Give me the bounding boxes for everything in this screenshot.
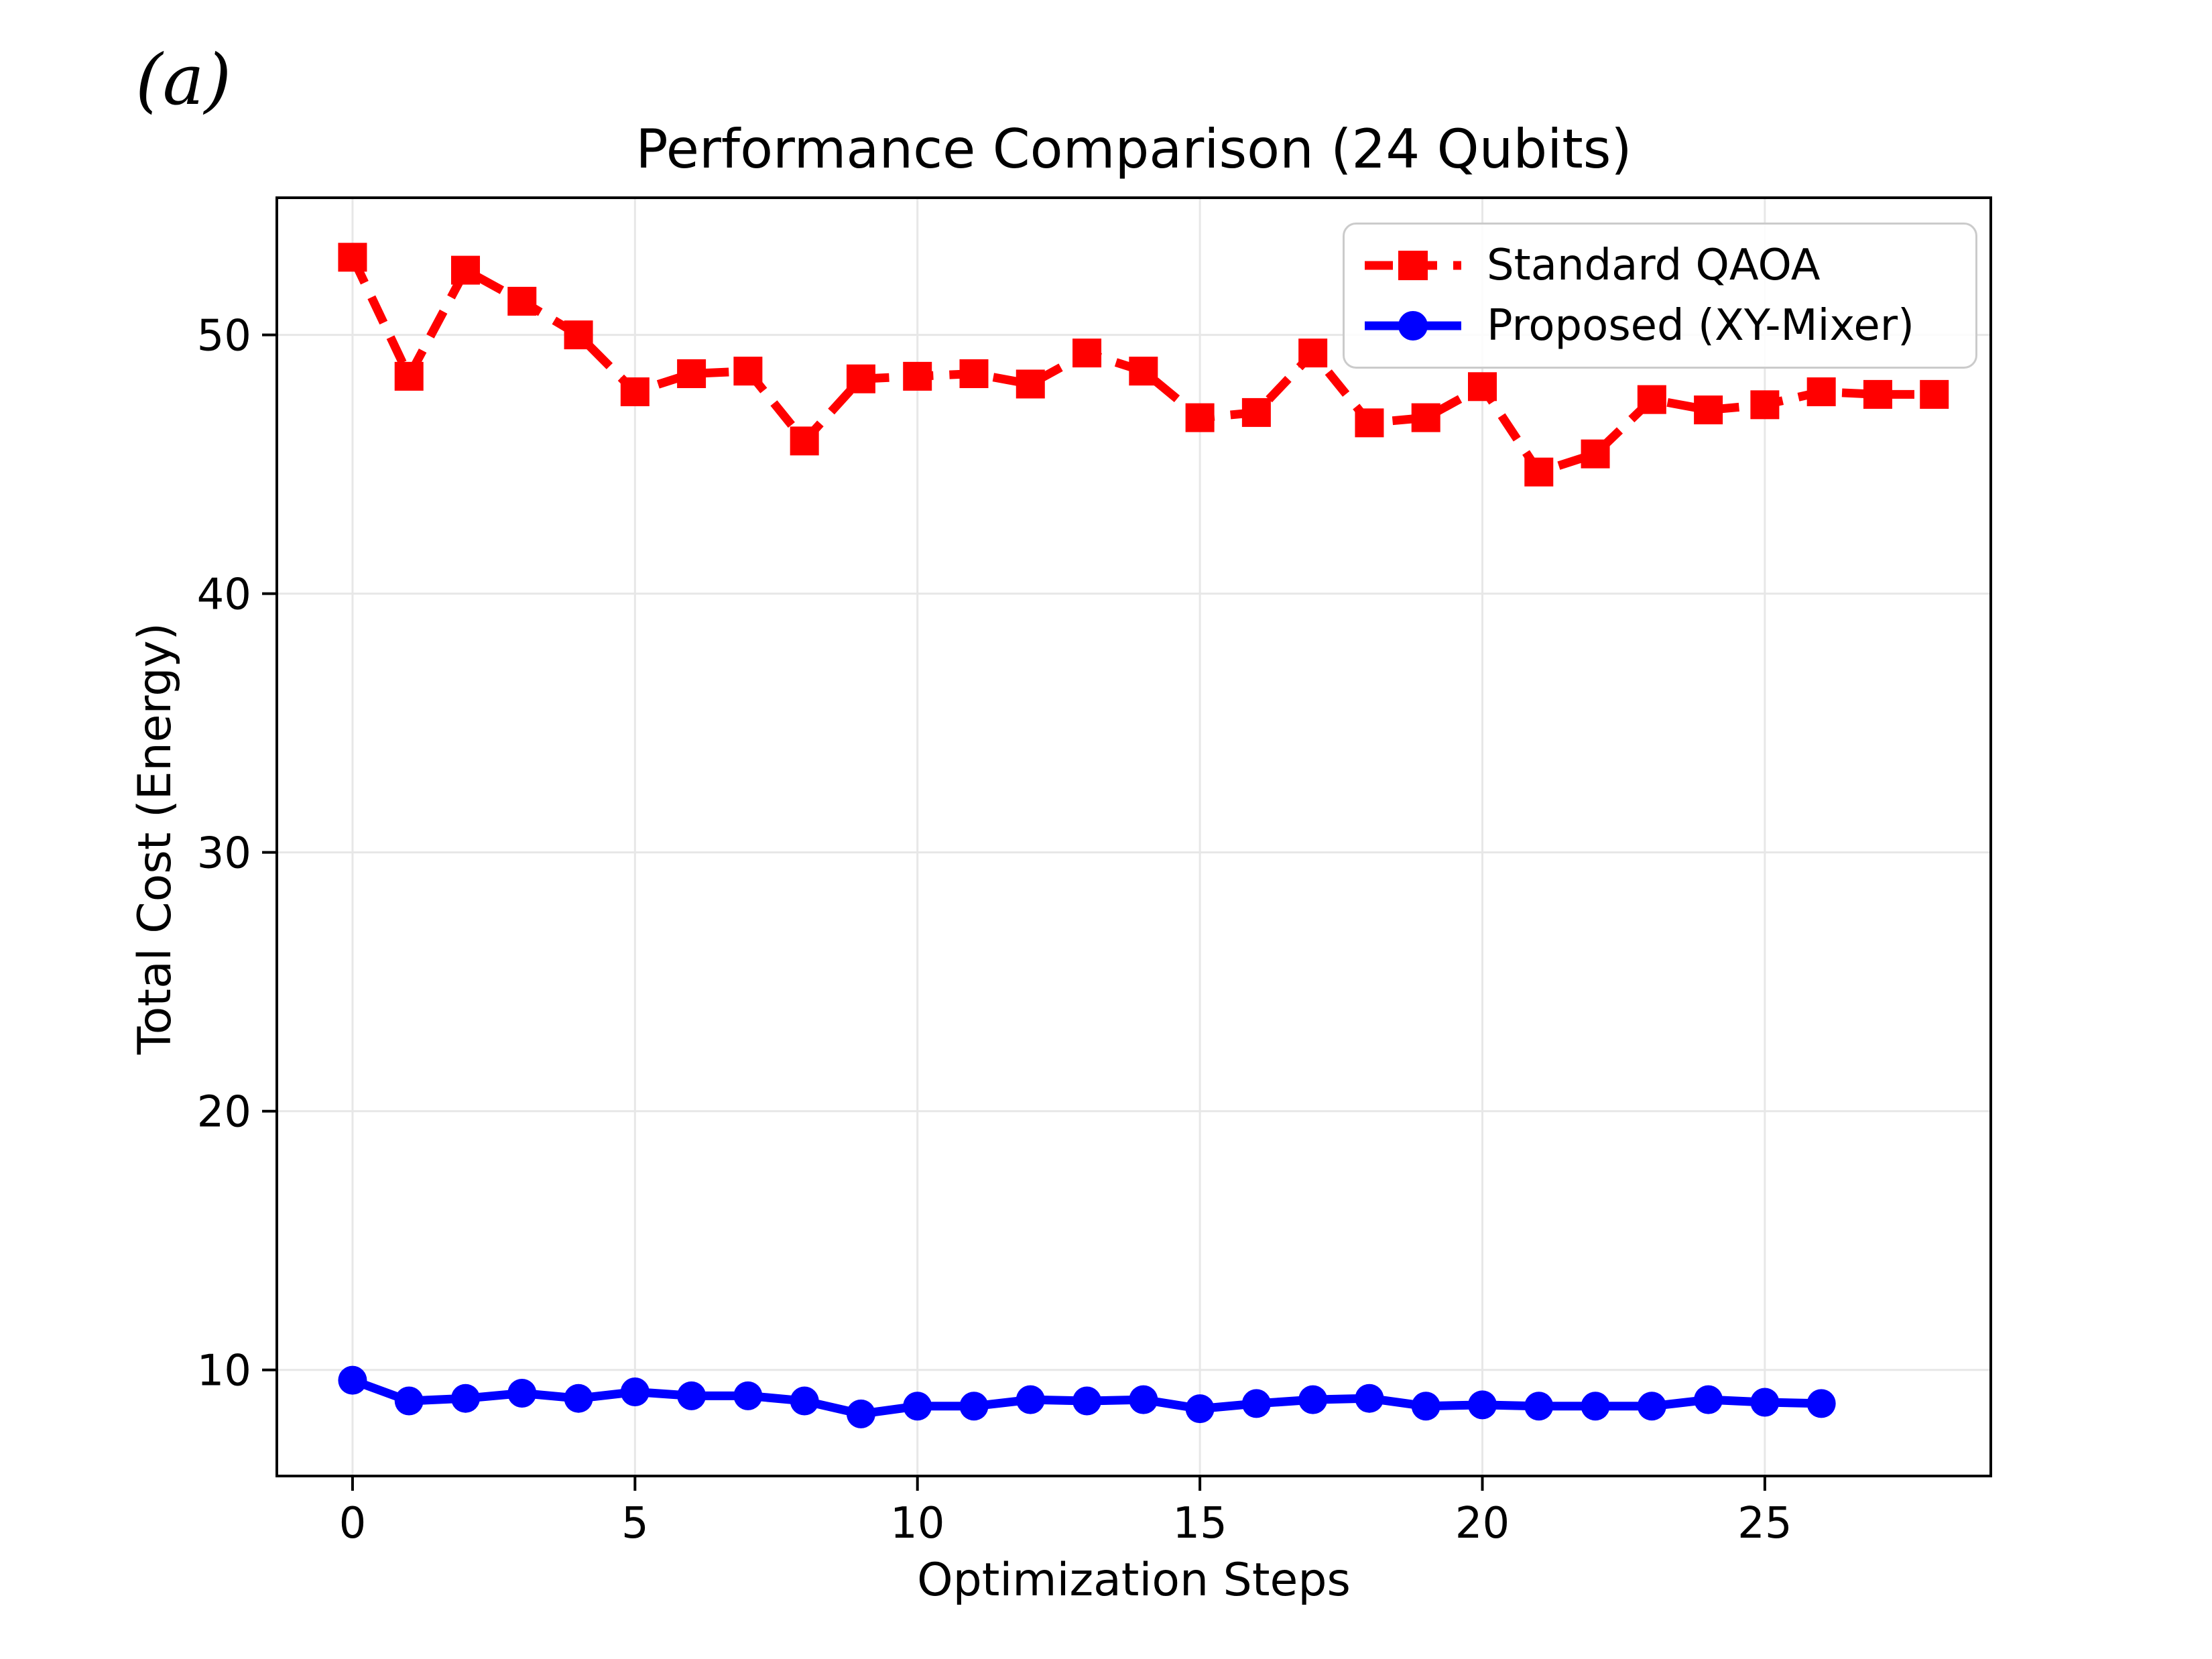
data-point-marker [1355,1384,1384,1413]
data-point-marker [1806,377,1836,407]
x-axis-label: Optimization Steps [917,1554,1351,1607]
series-line-0 [349,255,1934,477]
y-tick-label: 40 [197,570,251,620]
data-point-marker [1806,1389,1836,1418]
data-point-marker [1185,1394,1215,1424]
data-point-marker [394,361,424,391]
data-point-marker [1920,379,1949,409]
x-tick-label: 25 [1737,1499,1792,1548]
legend-sample-red-dashed-square-icon [1365,251,1461,281]
data-point-marker [1524,457,1554,487]
data-point-marker [1581,439,1610,469]
data-point-marker [846,1399,875,1428]
data-point-marker [733,357,763,386]
data-point-marker [507,286,537,316]
data-point-marker [1072,339,1102,368]
data-point-marker [790,1386,819,1416]
data-point-marker [1072,1386,1102,1416]
data-point-marker [1750,390,1780,420]
axes-frame [275,196,1992,1477]
data-point-marker [1467,372,1497,402]
legend: Standard QAOA Proposed (XY-Mixer) [1343,223,1977,369]
legend-label-proposed-xy-mixer: Proposed (XY-Mixer) [1487,300,1914,351]
data-point-marker [450,1384,480,1413]
data-point-marker [1694,1385,1723,1414]
data-point-marker [1411,403,1440,432]
data-point-marker [1016,369,1045,399]
data-point-marker [677,1381,706,1410]
data-point-marker [1129,1385,1158,1414]
data-point-marker [1637,385,1666,414]
data-point-marker [450,255,480,285]
data-point-marker [1185,403,1215,432]
y-tick-label: 10 [197,1347,251,1396]
data-point-marker [338,243,367,272]
data-point-marker [620,377,650,407]
data-point-marker [1355,408,1384,438]
legend-sample-blue-solid-circle-icon [1365,310,1461,341]
data-point-marker [1298,339,1328,368]
data-point-marker [338,1365,367,1395]
data-point-marker [394,1386,424,1416]
x-tick-label: 20 [1455,1499,1510,1548]
x-tick-label: 15 [1172,1499,1227,1548]
data-point-marker [1863,379,1892,409]
data-point-marker [564,320,593,350]
y-tick-label: 20 [197,1088,251,1138]
x-tick-label: 5 [621,1499,649,1548]
y-axis-label: Total Cost (Energy) [129,622,182,1055]
data-point-marker [620,1377,650,1407]
data-point-marker [903,361,932,391]
data-point-marker [1637,1392,1666,1421]
data-point-marker [1298,1385,1328,1414]
data-point-marker [677,359,706,389]
figure-panel-label: (a) [135,39,232,121]
legend-entry-proposed-xy-mixer: Proposed (XY-Mixer) [1362,302,1958,350]
data-point-marker [790,426,819,456]
data-point-marker [1129,357,1158,386]
data-point-marker [1241,1389,1271,1418]
data-point-marker [1467,1390,1497,1420]
legend-label-standard-qaoa: Standard QAOA [1487,241,1821,291]
x-tick-label: 10 [890,1499,944,1548]
data-point-marker [1241,397,1271,427]
data-point-marker [903,1392,932,1421]
data-point-marker [1694,395,1723,425]
data-point-marker [1016,1385,1045,1414]
data-point-marker [1581,1392,1610,1421]
y-tick-label: 50 [197,312,251,361]
y-tick-label: 30 [197,829,251,879]
legend-entry-standard-qaoa: Standard QAOA [1362,241,1958,290]
data-point-marker [959,1392,989,1421]
data-point-marker [846,364,875,393]
data-point-marker [1524,1392,1554,1421]
data-point-marker [1411,1392,1440,1421]
data-point-marker [507,1378,537,1408]
data-point-marker [1750,1388,1780,1417]
x-tick-label: 0 [339,1499,367,1548]
data-point-marker [564,1384,593,1413]
data-point-marker [959,359,989,389]
chart-title: Performance Comparison (24 Qubits) [635,118,1632,180]
data-point-marker [733,1381,763,1410]
